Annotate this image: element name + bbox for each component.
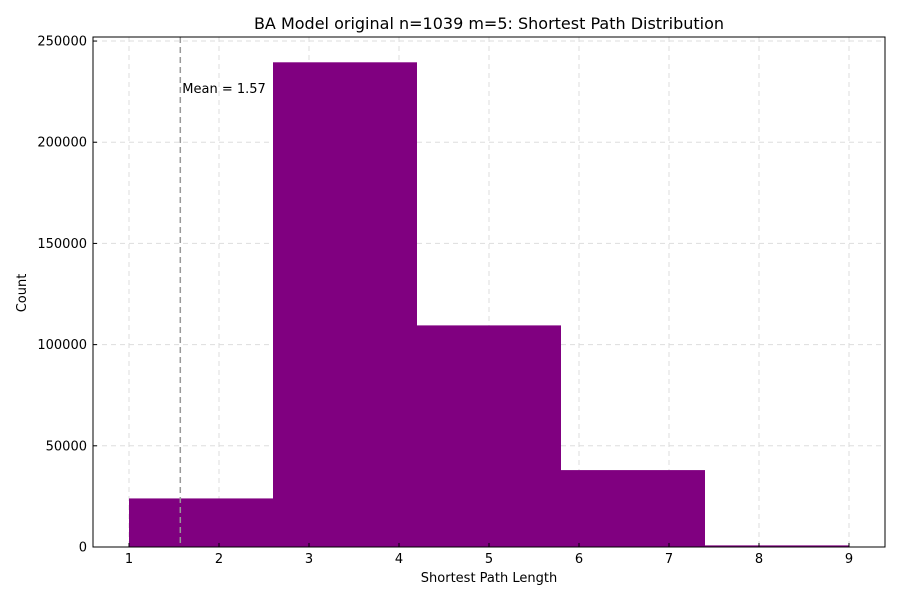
y-tick-label: 150000: [37, 237, 87, 252]
x-axis-ticks: 1 2 3 4 5 6 7 8 9: [125, 543, 853, 567]
histogram-bar: [561, 470, 705, 547]
x-tick-label: 5: [485, 552, 493, 567]
y-tick-label: 100000: [37, 338, 87, 353]
x-tick-label: 3: [305, 552, 313, 567]
x-tick-label: 7: [665, 552, 673, 567]
y-tick-label: 200000: [37, 136, 87, 151]
mean-label: Mean = 1.57: [182, 82, 266, 97]
histogram-bar: [705, 545, 849, 547]
y-axis-ticks: 0 50000 100000 150000 200000 250000: [37, 35, 97, 556]
histogram-bar: [273, 62, 417, 548]
x-tick-label: 1: [125, 552, 133, 567]
x-tick-label: 6: [575, 552, 583, 567]
x-tick-label: 8: [755, 552, 763, 567]
y-tick-label: 250000: [37, 35, 87, 50]
histogram-bar: [129, 498, 273, 547]
histogram-bar: [417, 325, 561, 547]
x-tick-label: 2: [215, 552, 223, 567]
chart-title: BA Model original n=1039 m=5: Shortest P…: [254, 14, 724, 33]
x-tick-label: 4: [395, 552, 403, 567]
x-axis-label: Shortest Path Length: [421, 571, 557, 586]
bars: [129, 62, 849, 548]
x-tick-label: 9: [845, 552, 853, 567]
y-tick-label: 0: [79, 541, 87, 556]
y-tick-label: 50000: [46, 439, 87, 454]
y-axis-label: Count: [15, 274, 30, 313]
